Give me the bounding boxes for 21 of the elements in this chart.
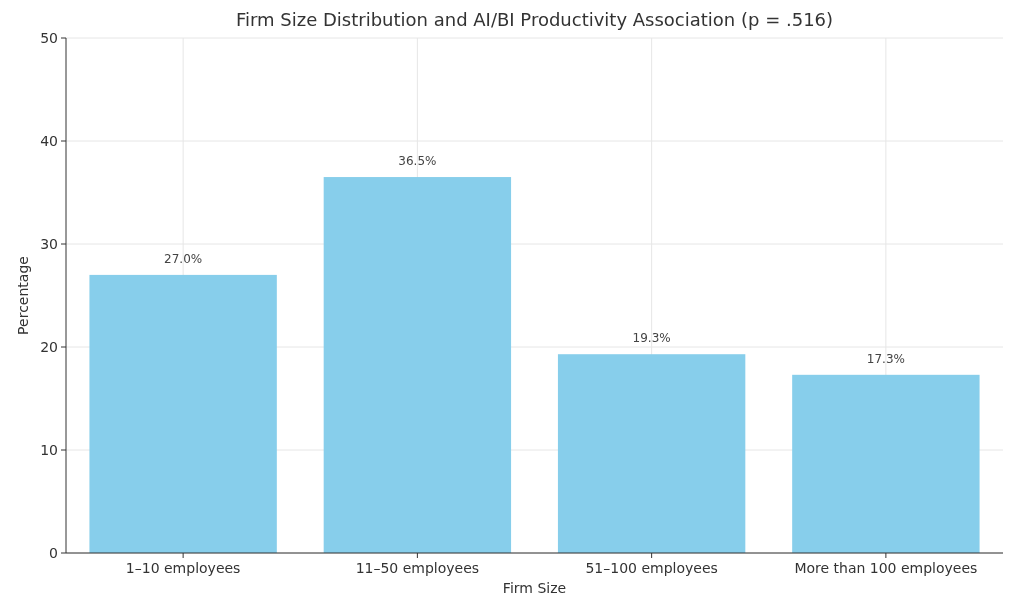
bar <box>323 177 512 553</box>
x-tick-label: 11–50 employees <box>355 560 480 576</box>
x-axis-title: Firm Size <box>502 580 567 596</box>
y-tick-label: 20 <box>40 338 58 355</box>
y-tick-label: 40 <box>40 132 58 149</box>
bar <box>792 374 980 553</box>
x-tick-label: 1–10 employees <box>125 560 241 576</box>
x-tick-label: 51–100 employees <box>585 560 718 576</box>
bar <box>557 354 746 553</box>
y-tick-label: 50 <box>40 29 58 46</box>
data-label: 27.0% <box>164 251 203 266</box>
bar <box>89 274 277 553</box>
data-label: 19.3% <box>632 331 671 346</box>
data-label: 36.5% <box>398 154 437 169</box>
chart-title: Firm Size Distribution and AI/BI Productivity Association (p = .516) <box>235 9 834 30</box>
data-label: 17.3% <box>866 351 905 366</box>
y-tick-label: 0 <box>49 544 58 561</box>
y-tick-label: 10 <box>40 441 58 458</box>
y-tick-label: 30 <box>40 235 58 252</box>
x-tick-label: More than 100 employees <box>794 560 978 576</box>
y-axis-title: Percentage <box>15 256 31 335</box>
